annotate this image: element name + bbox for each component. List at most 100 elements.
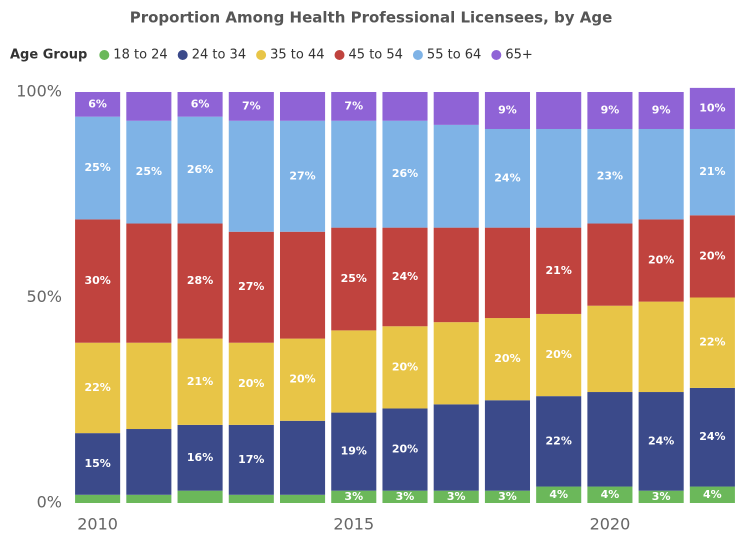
- chart-title: Proportion Among Health Professional Lic…: [130, 9, 613, 27]
- bar-segment: [331, 227, 377, 331]
- bar-segment: [228, 92, 274, 121]
- legend-marker: [256, 50, 267, 60]
- bar-segment: [587, 92, 633, 129]
- data-label: 21%: [546, 264, 572, 277]
- data-label: 25%: [84, 161, 110, 174]
- data-label: 20%: [392, 360, 418, 373]
- x-tick-label: 2020: [590, 515, 631, 534]
- data-label: 4%: [601, 488, 620, 501]
- bar-segment: [177, 92, 223, 117]
- bar-segment: [331, 412, 377, 491]
- legend-label: 24 to 34: [192, 48, 246, 63]
- bar-segment: [75, 219, 121, 343]
- data-label: 15%: [84, 457, 110, 470]
- data-label: 3%: [652, 490, 671, 503]
- bar-segment: [331, 490, 377, 503]
- bar-segment: [433, 490, 479, 503]
- legend-marker: [334, 50, 345, 60]
- bar-segment: [382, 227, 428, 327]
- data-label: 4%: [703, 488, 722, 501]
- y-tick-label: 50%: [26, 287, 62, 306]
- bar-segment: [228, 424, 274, 495]
- data-label: 24%: [392, 270, 418, 283]
- data-label: 6%: [191, 97, 210, 110]
- legend-label: 65+: [505, 48, 532, 63]
- data-label: 20%: [546, 348, 572, 361]
- bar-segment: [177, 490, 223, 503]
- bar-segment: [279, 120, 326, 232]
- data-label: 22%: [546, 434, 572, 447]
- y-tick-label: 0%: [37, 493, 62, 512]
- bar-segment: [75, 494, 121, 503]
- data-label: 20%: [648, 254, 674, 267]
- bar-segment: [638, 92, 684, 129]
- bar-segment: [126, 120, 172, 224]
- bar-segment: [536, 128, 582, 228]
- bar-segment: [484, 128, 531, 228]
- bar-segment: [433, 322, 479, 405]
- bar-segment: [279, 338, 326, 421]
- bar-segment: [433, 227, 479, 323]
- x-tick-label: 2015: [333, 515, 374, 534]
- data-label: 26%: [392, 167, 418, 180]
- bar-segment: [331, 120, 377, 228]
- bar-segment: [689, 128, 735, 216]
- bar-segment: [587, 305, 633, 393]
- bar-segment: [484, 318, 531, 401]
- bar-segment: [228, 231, 274, 343]
- bar-segment: [433, 404, 479, 491]
- data-label: 20%: [289, 373, 315, 386]
- legend-label: 35 to 44: [270, 48, 324, 63]
- bar-segment: [75, 342, 121, 434]
- bar-segment: [75, 433, 121, 495]
- bar-segment: [382, 120, 428, 228]
- data-label: 7%: [344, 99, 363, 112]
- bar-segment: [536, 92, 582, 129]
- bar-segment: [279, 92, 326, 121]
- bar-segment: [126, 223, 172, 343]
- bar-segment: [177, 338, 223, 425]
- bar-segment: [638, 490, 684, 503]
- legend-title: Age Group: [10, 48, 87, 63]
- bar-segment: [536, 486, 582, 503]
- data-label: 28%: [187, 274, 213, 287]
- data-label: 25%: [136, 165, 162, 178]
- data-label: 21%: [699, 165, 725, 178]
- legend-marker: [177, 50, 188, 60]
- data-label: 22%: [699, 336, 725, 349]
- bar-segment: [228, 494, 274, 503]
- bar-segment: [433, 92, 479, 125]
- data-label: 27%: [238, 280, 264, 293]
- legend-marker: [99, 50, 110, 60]
- x-tick-label: 2010: [77, 515, 118, 534]
- bar-segment: [689, 87, 735, 129]
- data-label: 17%: [238, 453, 264, 466]
- data-label: 23%: [597, 169, 623, 182]
- bar-segment: [484, 227, 531, 319]
- bar-segment: [689, 215, 735, 298]
- data-label: 20%: [494, 352, 520, 365]
- bar-segment: [75, 116, 121, 220]
- bar-segment: [228, 120, 274, 232]
- bar-segment: [382, 490, 428, 503]
- data-label: 20%: [238, 377, 264, 390]
- bar-segment: [382, 408, 428, 491]
- bar-segment: [638, 219, 684, 302]
- data-label: 25%: [341, 272, 367, 285]
- data-label: 21%: [187, 375, 213, 388]
- bar-segment: [587, 392, 633, 487]
- legend-marker: [491, 50, 502, 60]
- data-label: 26%: [187, 163, 213, 176]
- bar-segment: [126, 92, 172, 121]
- bar-segment: [382, 326, 428, 409]
- data-label: 3%: [344, 490, 363, 503]
- data-label: 20%: [699, 249, 725, 262]
- bar-segment: [536, 396, 582, 487]
- data-label: 24%: [648, 434, 674, 447]
- bar-segment: [279, 494, 326, 503]
- bar-segment: [638, 128, 684, 220]
- data-label: 4%: [549, 488, 568, 501]
- bar-segment: [331, 92, 377, 121]
- bar-segment: [126, 429, 172, 495]
